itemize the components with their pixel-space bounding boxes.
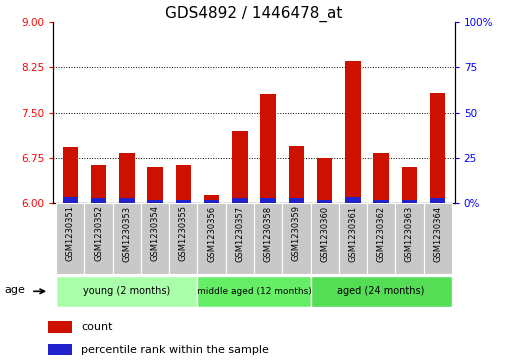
Bar	[56, 276, 198, 307]
Text: percentile rank within the sample: percentile rank within the sample	[81, 345, 269, 355]
Bar	[289, 198, 304, 203]
Text: GSM1230360: GSM1230360	[320, 205, 329, 261]
Bar	[317, 200, 332, 203]
Bar	[176, 200, 191, 203]
Text: GSM1230357: GSM1230357	[235, 205, 244, 261]
Bar	[62, 197, 78, 203]
Text: count: count	[81, 322, 113, 332]
Bar	[48, 344, 72, 355]
Bar	[345, 61, 361, 203]
Bar	[430, 198, 446, 203]
Bar	[198, 203, 226, 274]
Bar	[282, 203, 310, 274]
Bar	[204, 200, 219, 203]
Bar	[119, 153, 135, 203]
Bar	[141, 203, 169, 274]
Bar	[430, 93, 446, 203]
Bar	[261, 199, 276, 203]
Bar	[345, 197, 361, 203]
Text: aged (24 months): aged (24 months)	[337, 286, 425, 296]
Bar	[232, 131, 247, 203]
Bar	[226, 203, 254, 274]
Bar	[91, 199, 106, 203]
Title: GDS4892 / 1446478_at: GDS4892 / 1446478_at	[165, 5, 343, 22]
Bar	[176, 165, 191, 203]
Text: GSM1230362: GSM1230362	[376, 205, 386, 261]
Bar	[261, 94, 276, 203]
Bar	[119, 198, 135, 203]
Bar	[113, 203, 141, 274]
Bar	[91, 165, 106, 203]
Text: middle aged (12 months): middle aged (12 months)	[197, 287, 311, 296]
Text: GSM1230359: GSM1230359	[292, 205, 301, 261]
Text: GSM1230353: GSM1230353	[122, 205, 132, 261]
Bar	[289, 146, 304, 203]
Text: GSM1230356: GSM1230356	[207, 205, 216, 261]
Bar	[395, 203, 424, 274]
Bar	[373, 153, 389, 203]
Bar	[204, 195, 219, 203]
Bar	[373, 200, 389, 203]
Bar	[424, 203, 452, 274]
Bar	[147, 200, 163, 203]
Bar	[169, 203, 198, 274]
Bar	[84, 203, 113, 274]
Bar	[147, 167, 163, 203]
Bar	[56, 203, 84, 274]
Text: GSM1230351: GSM1230351	[66, 205, 75, 261]
Text: GSM1230354: GSM1230354	[150, 205, 160, 261]
Bar	[198, 276, 310, 307]
Text: age: age	[4, 285, 25, 295]
Text: GSM1230358: GSM1230358	[264, 205, 273, 261]
Bar	[310, 276, 452, 307]
Bar	[62, 147, 78, 203]
Bar	[48, 321, 72, 333]
Bar	[402, 200, 417, 203]
Text: GSM1230363: GSM1230363	[405, 205, 414, 262]
Bar	[317, 158, 332, 203]
Bar	[254, 203, 282, 274]
Text: GSM1230361: GSM1230361	[348, 205, 358, 261]
Text: GSM1230352: GSM1230352	[94, 205, 103, 261]
Bar	[232, 198, 247, 203]
Bar	[367, 203, 395, 274]
Text: GSM1230355: GSM1230355	[179, 205, 188, 261]
Text: young (2 months): young (2 months)	[83, 286, 171, 296]
Bar	[310, 203, 339, 274]
Text: GSM1230364: GSM1230364	[433, 205, 442, 261]
Bar	[339, 203, 367, 274]
Bar	[402, 167, 417, 203]
